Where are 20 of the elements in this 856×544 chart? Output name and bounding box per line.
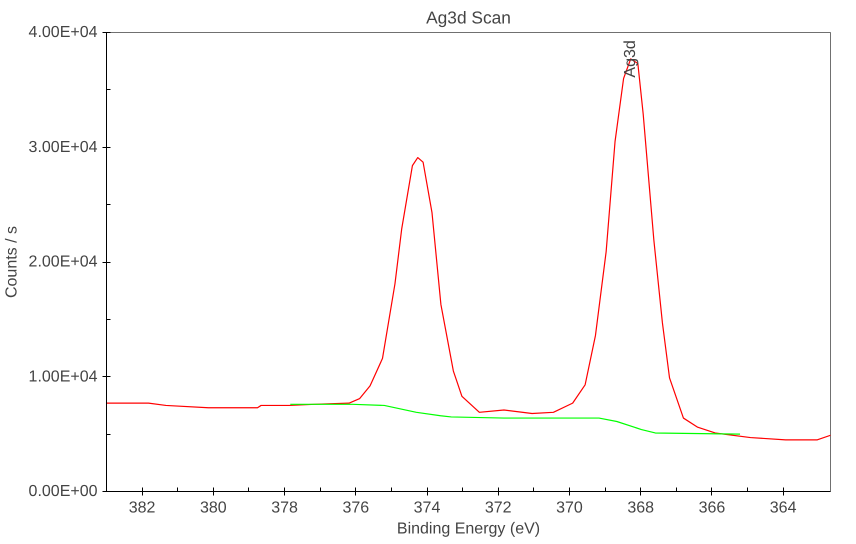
x-tick-label: 380	[200, 500, 227, 516]
y-axis-title: Counts / s	[4, 226, 21, 298]
y-tick-label: 1.00E+04	[28, 368, 98, 386]
y-tick-label: 2.00E+04	[28, 254, 98, 270]
x-tick-label: 376	[342, 500, 370, 516]
chart-title: Ag3d Scan	[426, 8, 511, 28]
x-tick-label: 368	[627, 500, 654, 516]
x-tick-label: 366	[698, 500, 726, 516]
line-series	[290, 404, 741, 435]
x-tick-label: 382	[128, 500, 156, 516]
x-axis-title: Binding Energy (eV)	[396, 520, 540, 538]
x-tick-label: 374	[414, 500, 440, 516]
x-tick-label: 378	[271, 500, 298, 516]
annotation: Ag3d	[622, 40, 640, 78]
y-tick-label: 4.00E+04	[28, 24, 98, 41]
y-tick-label: 3.00E+04	[28, 138, 98, 156]
x-tick-label: 364	[770, 500, 797, 516]
x-tick-label: 372	[484, 500, 512, 516]
y-tick-label: 0.00E+00	[28, 483, 98, 500]
x-tick-label: 370	[556, 500, 583, 516]
